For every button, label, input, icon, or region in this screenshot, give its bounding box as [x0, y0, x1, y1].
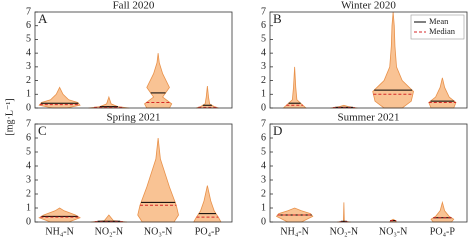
- y-tick-label: 2: [26, 75, 31, 86]
- x-tick-label: NO₃-N: [379, 226, 407, 237]
- y-tick-label: 4: [26, 47, 31, 58]
- panel-letter: A: [38, 11, 48, 26]
- legend-label: Median: [429, 26, 456, 36]
- y-tick-label: 6: [261, 20, 266, 31]
- x-tick-label: NO₂-N: [330, 226, 358, 237]
- violin: [195, 86, 219, 109]
- y-tick-label: 6: [261, 132, 266, 143]
- y-tick-label: 6: [26, 20, 31, 31]
- y-tick-label: 0: [26, 102, 31, 113]
- violin: [193, 185, 222, 223]
- x-tick-label: NO₃-N: [144, 226, 172, 237]
- y-tick-label: 0: [261, 216, 266, 227]
- panel-title: Winter 2020: [341, 0, 396, 12]
- y-tick-label: 1: [261, 89, 266, 100]
- y-tick-label: 3: [261, 61, 266, 72]
- legend-box: [410, 14, 465, 40]
- panel-title: Spring 2021: [106, 112, 160, 124]
- y-tick-label: 5: [261, 34, 266, 45]
- axes-frame: [34, 11, 233, 109]
- y-tick-label: 7: [26, 6, 31, 17]
- violin: [428, 77, 457, 109]
- y-tick-label: 4: [261, 160, 266, 171]
- legend-label: Mean: [429, 16, 449, 26]
- y-tick-label: 1: [26, 202, 31, 213]
- y-axis-label: [mg·L⁻¹]: [4, 98, 15, 135]
- violin: [137, 137, 179, 223]
- violin: [337, 202, 351, 223]
- violin: [282, 66, 307, 109]
- y-tick-label: 0: [26, 216, 31, 227]
- y-tick-label: 4: [261, 47, 266, 58]
- y-tick-label: 1: [261, 202, 266, 213]
- axes-frame: [269, 123, 468, 223]
- x-tick-label: NH₄-N: [45, 226, 73, 237]
- axes-frame: [269, 11, 468, 109]
- x-tick-label: PO₄-P: [195, 226, 221, 237]
- y-tick-label: 7: [26, 118, 31, 129]
- panel-title: Fall 2020: [113, 0, 155, 12]
- panel-letter: D: [273, 123, 282, 138]
- x-tick-label: NH₄-N: [280, 226, 308, 237]
- y-tick-label: 4: [26, 160, 31, 171]
- y-tick-label: 1: [26, 89, 31, 100]
- panel-letter: C: [38, 123, 47, 138]
- y-tick-label: 0: [261, 102, 266, 113]
- x-tick-label: PO₄-P: [430, 226, 456, 237]
- violin: [430, 200, 455, 223]
- y-tick-label: 2: [26, 188, 31, 199]
- y-tick-label: 3: [26, 61, 31, 72]
- violin: [38, 207, 81, 223]
- y-tick-label: 5: [26, 34, 31, 45]
- y-tick-label: 5: [26, 146, 31, 157]
- violin: [144, 53, 173, 109]
- y-tick-label: 3: [26, 174, 31, 185]
- y-tick-label: 2: [261, 75, 266, 86]
- y-tick-label: 7: [261, 6, 266, 17]
- x-tick-label: NO₂-N: [95, 226, 123, 237]
- panel-title: Summer 2021: [337, 112, 399, 124]
- y-tick-label: 6: [26, 132, 31, 143]
- y-tick-label: 3: [261, 174, 266, 185]
- y-tick-label: 7: [261, 118, 266, 129]
- y-tick-label: 2: [261, 188, 266, 199]
- y-tick-label: 5: [261, 146, 266, 157]
- violin: [372, 11, 414, 109]
- axes-frame: [34, 123, 233, 223]
- panel-letter: B: [273, 11, 282, 26]
